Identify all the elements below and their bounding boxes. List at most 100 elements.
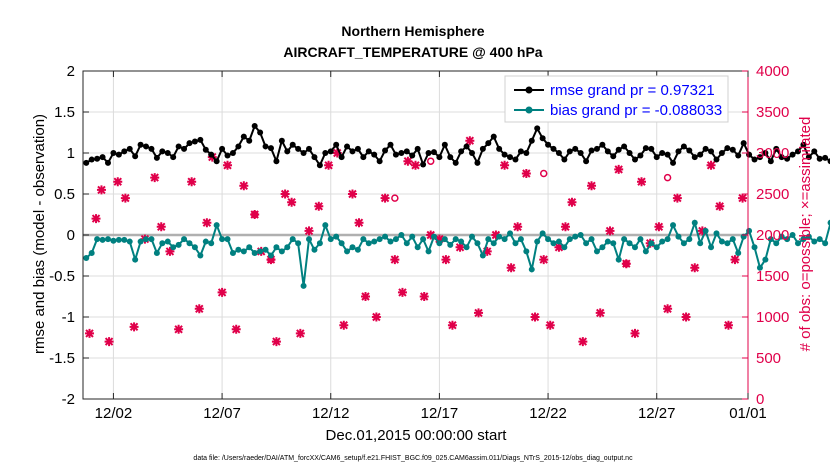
rmse-point [202,146,209,153]
bias-point [767,236,774,243]
rmse-point [664,151,671,158]
obs-assimilated-point [447,320,457,330]
rmse-point [566,148,573,155]
bias-point [121,236,128,243]
rmse-point [691,154,698,161]
bias-point [175,241,182,248]
obs-assimilated-point [614,164,624,174]
rmse-point [686,147,693,154]
bias-point [751,244,758,251]
obs-assimilated-point [85,328,95,338]
rmse-point [539,135,546,142]
bias-point [441,236,448,243]
bias-point [642,248,649,255]
y-tick-label: 1 [67,145,75,162]
rmse-point [621,143,628,150]
bias-point [469,233,476,240]
rmse-point [512,156,519,163]
chart-subtitle: AIRCRAFT_TEMPERATURE @ 400 hPa [283,44,542,60]
bias-point [387,238,394,245]
bias-point [240,248,247,255]
y2-tick-label: 3000 [756,145,789,162]
rmse-point [762,150,769,156]
obs-assimilated-point [354,218,364,228]
bias-point [626,240,633,247]
bias-point [398,232,405,238]
obs-assimilated-point [506,263,516,273]
footnote: data file: /Users/raeder/DAI/ATM_forcXX/… [193,455,633,462]
obs-assimilated-point [371,312,381,322]
rmse-point [403,148,410,155]
bias-point [827,219,830,226]
bias-point [425,248,432,255]
bias-point [474,240,481,247]
bias-point [713,230,720,237]
obs-assimilated-point [723,320,733,330]
bias-point [170,244,177,251]
bias-point [610,240,617,247]
obs-assimilated-point [441,255,451,265]
rmse-point [610,153,617,160]
y2-tick-label: 500 [756,350,781,367]
obs-assimilated-point [455,242,465,252]
bias-point [778,233,785,240]
bias-point [746,227,753,234]
bias-point [436,240,443,247]
bias-point [257,248,264,255]
y-tick-label: 0 [67,227,75,244]
obs-assimilated-point [706,160,716,170]
bias-point [306,236,313,243]
bias-point [452,236,459,243]
obs-assimilated-point [120,193,130,203]
bias-point [512,240,519,247]
rmse-point [430,149,437,156]
obs-assimilated-point [91,214,101,224]
bias-point [501,236,508,243]
rmse-point [800,141,807,148]
bias-point [479,252,486,259]
bias-point [360,236,367,243]
obs-assimilated-point [681,312,691,322]
rmse-point [284,148,291,155]
bias-point [164,238,171,245]
rmse-point [675,148,682,155]
bias-point [794,240,801,247]
rmse-point [805,154,812,161]
x-tick-label: 12/12 [312,405,350,422]
rmse-point [615,146,622,153]
rmse-point [708,148,715,155]
rmse-point [735,152,742,159]
rmse-point [751,156,758,163]
x-tick-label: 12/02 [95,405,133,422]
bias-point [197,252,204,259]
bias-point [262,246,269,253]
rmse-point [447,154,454,161]
bias-point [686,236,693,243]
bias-point [289,236,296,243]
bias-point [463,244,470,251]
bias-point [159,240,166,247]
rmse-point [713,156,720,163]
rmse-point [414,145,421,152]
obs-assimilated-point [482,246,492,256]
obs-possible-point [426,157,435,165]
bias-point [708,244,715,251]
rmse-point [197,136,204,143]
rmse-point [827,158,830,165]
rmse-point [208,151,215,158]
rmse-point [648,145,655,152]
bias-point [104,236,111,243]
obs-assimilated-point [697,226,707,236]
rmse-point [191,138,198,145]
obs-assimilated-point [663,304,673,314]
y-tick-label: -1 [62,309,75,326]
obs-assimilated-point [521,169,531,178]
rmse-point [642,145,649,152]
bias-point [132,256,139,263]
bias-point [621,236,628,243]
obs-assimilated-point [239,181,249,191]
rmse-point [371,151,378,158]
obs-assimilated-point [104,337,114,347]
bias-point [822,240,829,247]
